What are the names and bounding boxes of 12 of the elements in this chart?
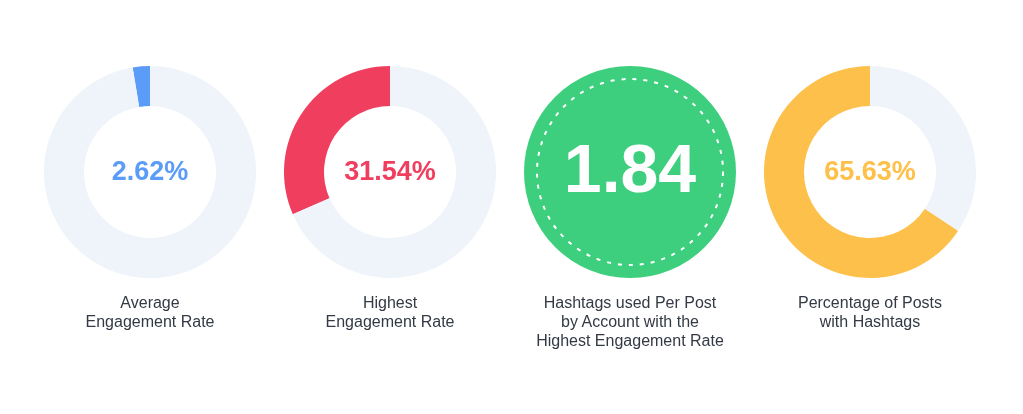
text: Percentage of Posts with Hashtags: [797, 294, 943, 330]
data-label: 2.62%: [111, 156, 189, 186]
donut-slice: [44, 66, 256, 278]
text: Hashtags used Per Post by Account with the Highest Engagement Rate: [536, 294, 724, 349]
data-label: 65.63%: [824, 156, 916, 186]
text: 1.84: [563, 130, 697, 206]
donut-slice: [292, 66, 496, 278]
text: Highest Engagement Rate: [325, 294, 455, 330]
data-label: 31.54%: [344, 156, 436, 186]
text: Average Engagement Rate: [85, 294, 215, 330]
donut-slice: [132, 66, 150, 107]
donut-slice: [764, 66, 959, 278]
